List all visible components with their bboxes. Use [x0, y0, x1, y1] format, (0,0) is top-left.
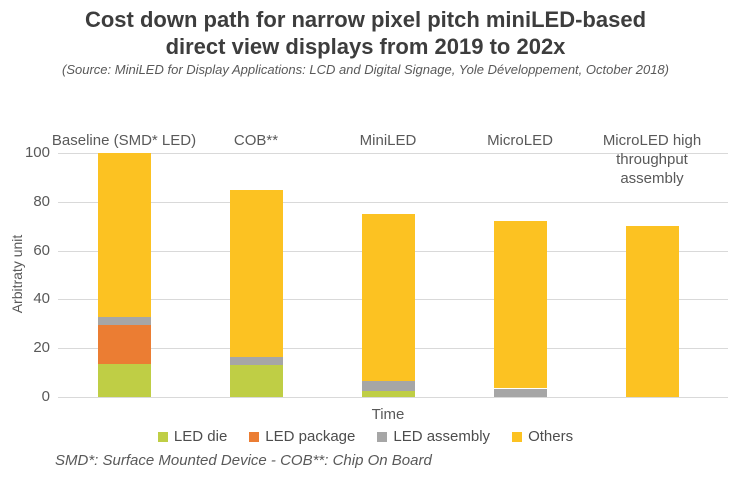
- grid-line: [58, 397, 728, 398]
- y-tick-label: 80: [33, 193, 50, 210]
- source-note: (Source: MiniLED for Display Application…: [62, 62, 669, 77]
- y-tick-label: 100: [24, 144, 50, 161]
- legend: LED die LED package LED assembly Others: [0, 428, 731, 445]
- bar-segment: [98, 325, 151, 364]
- y-tick-label: 0: [41, 388, 50, 405]
- legend-item: LED package: [249, 428, 355, 445]
- legend-label: Others: [528, 428, 574, 445]
- chart-title: Cost down path for narrow pixel pitch mi…: [0, 6, 731, 60]
- chart-title-line2: direct view displays from 2019 to 202x: [165, 34, 566, 59]
- y-tick-label: 40: [33, 290, 50, 307]
- category-label: MicroLED high throughput assembly: [602, 132, 702, 187]
- legend-swatch: [377, 431, 388, 442]
- footnote: SMD*: Surface Mounted Device - COB**: Ch…: [55, 452, 432, 469]
- category-label: COB**: [233, 132, 279, 149]
- bar-segment: [494, 388, 547, 397]
- grid-line: [58, 153, 728, 154]
- legend-label: LED package: [265, 428, 356, 445]
- bar-segment: [98, 364, 151, 397]
- chart-title-line1: Cost down path for narrow pixel pitch mi…: [84, 7, 647, 32]
- bar-segment: [362, 390, 415, 397]
- legend-label: LED assembly: [393, 428, 491, 445]
- legend-swatch: [157, 431, 168, 442]
- y-tick-label: 60: [33, 242, 50, 259]
- legend-item: LED die: [157, 428, 228, 445]
- legend-item: Others: [512, 428, 573, 445]
- bar-segment: [98, 316, 151, 325]
- bar-segment: [230, 356, 283, 366]
- bar-segment: [362, 214, 415, 382]
- category-label: Baseline (SMD* LED): [51, 132, 197, 149]
- category-label: MicroLED: [487, 132, 553, 149]
- bar-segment: [98, 153, 151, 317]
- bar-segment: [230, 365, 283, 397]
- bar-segment: [494, 221, 547, 389]
- legend-swatch: [512, 431, 523, 442]
- legend-swatch: [249, 431, 260, 442]
- legend-label: LED die: [173, 428, 228, 445]
- bar-segment: [626, 226, 679, 397]
- grid-line: [58, 202, 728, 203]
- category-label: MiniLED: [359, 132, 417, 149]
- x-axis-title: Time: [371, 406, 405, 423]
- bar-segment: [230, 189, 283, 357]
- y-axis-title: Arbitraty unit: [9, 234, 25, 314]
- legend-item: LED assembly: [377, 428, 490, 445]
- y-tick-label: 20: [33, 339, 50, 356]
- bar-segment: [362, 381, 415, 391]
